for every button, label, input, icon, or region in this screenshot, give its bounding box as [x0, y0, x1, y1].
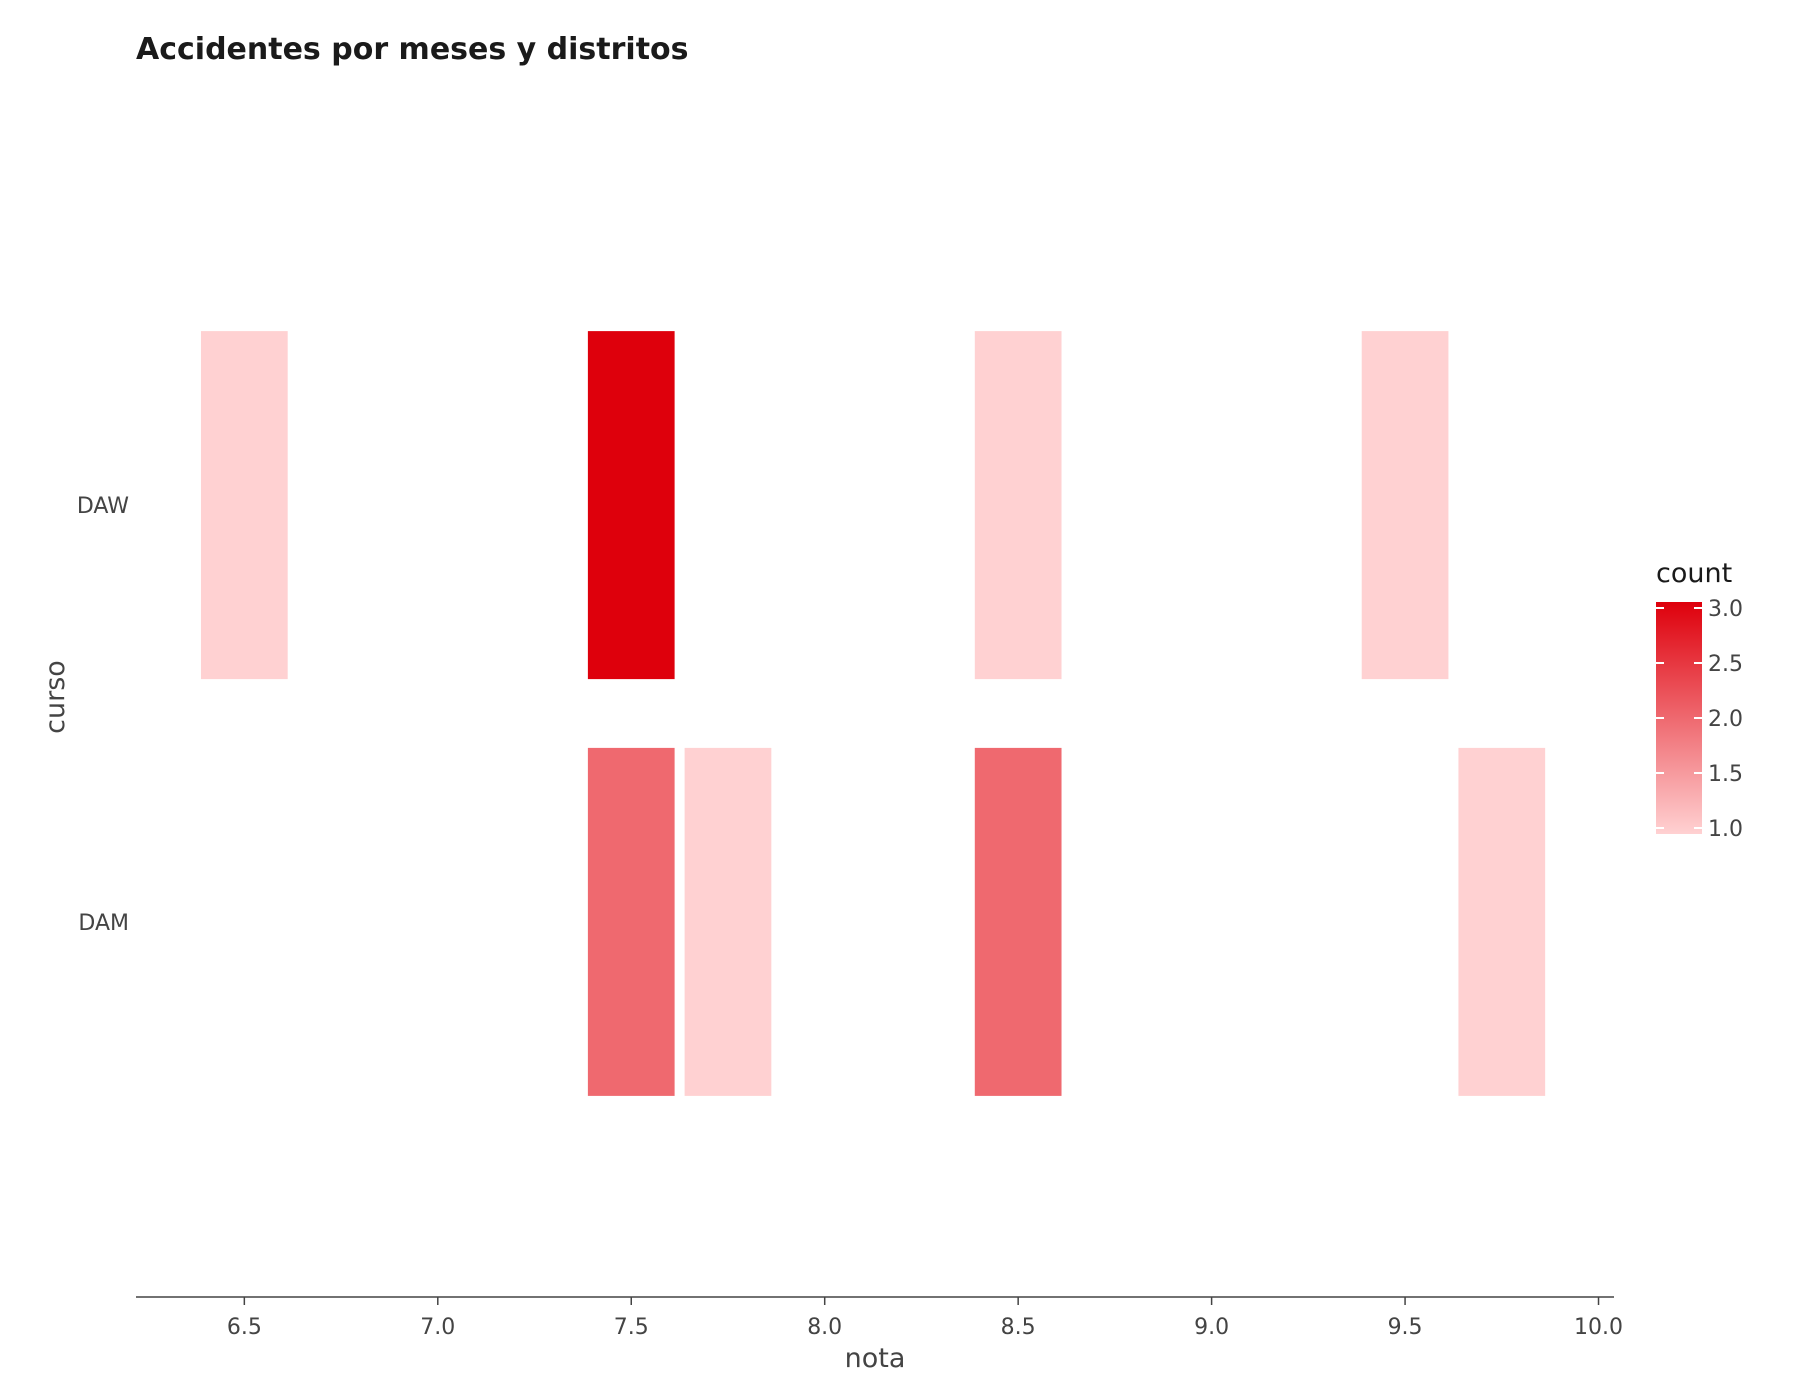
- x-tick-label: 9.0: [1194, 1315, 1229, 1340]
- x-tick-label: 8.0: [807, 1315, 842, 1340]
- colorbar-tick-label: 2.0: [1708, 707, 1743, 732]
- x-tick-label: 10.0: [1574, 1315, 1623, 1340]
- x-tick-label: 7.5: [614, 1315, 649, 1340]
- x-axis-title: nota: [845, 1343, 906, 1374]
- colorbar-tick-label: 1.0: [1708, 817, 1743, 842]
- chart-title: Accidentes por meses y distritos: [136, 32, 689, 67]
- x-tick-label: 9.5: [1388, 1315, 1423, 1340]
- y-tick-label: DAM: [78, 911, 129, 936]
- heatmap-cell-dam-7-5: [587, 747, 675, 1096]
- y-axis-labels: DAW DAM: [77, 494, 129, 936]
- heatmap-cell-daw-8-5: [974, 331, 1062, 680]
- y-tick-label: DAW: [77, 494, 129, 519]
- x-tick-label: 6.5: [227, 1315, 262, 1340]
- heatmap-cell-dam-9-75: [1458, 747, 1546, 1096]
- heatmap-cell-dam-8-5: [974, 747, 1062, 1096]
- heatmap-cell-daw-7-5: [587, 331, 675, 680]
- x-tick-label: 7.0: [420, 1315, 455, 1340]
- colorbar-tick-label: 1.5: [1708, 762, 1743, 787]
- heatmap-cell-dam-7-75: [684, 747, 772, 1096]
- y-axis-title: curso: [40, 660, 71, 734]
- colorbar-title: count: [1656, 558, 1732, 589]
- heatmap-cell-daw-9-5: [1361, 331, 1449, 680]
- colorbar-legend: count 1.0 1.5 2.0 2.5 3.0: [1656, 558, 1743, 842]
- heatmap-cells: [200, 331, 1546, 1096]
- x-axis-ticks: 6.5 7.0 7.5 8.0 8.5 9.0 9.5 10.0: [227, 1297, 1623, 1340]
- heatmap-cell-daw-6-5: [200, 331, 288, 680]
- colorbar-tick-label: 2.5: [1708, 652, 1743, 677]
- colorbar-ticks: 1.0 1.5 2.0 2.5 3.0: [1656, 597, 1743, 842]
- x-tick-label: 8.5: [1001, 1315, 1036, 1340]
- colorbar-tick-label: 3.0: [1708, 597, 1743, 622]
